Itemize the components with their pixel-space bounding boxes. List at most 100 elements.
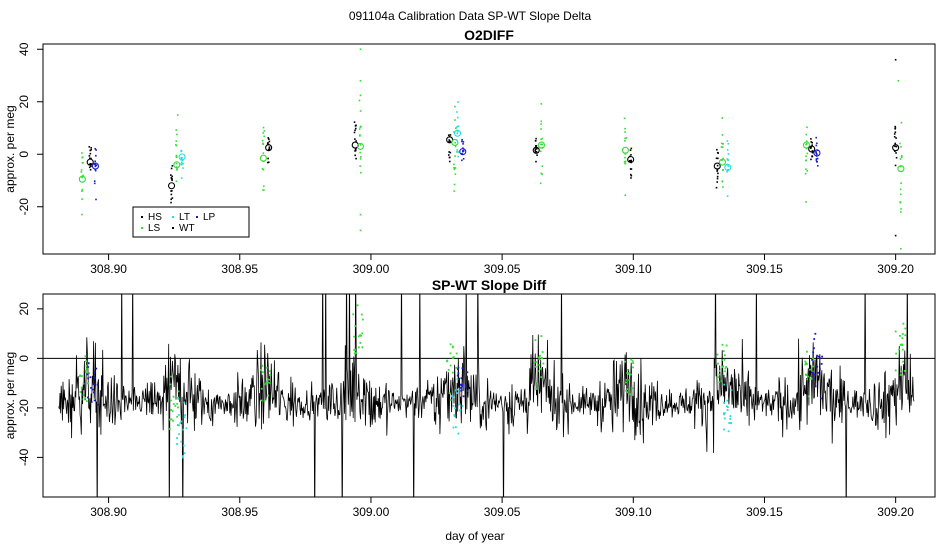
legend-entry: WT — [179, 223, 195, 234]
calibration-point — [265, 366, 268, 369]
calibration-point — [90, 401, 93, 403]
group-mean-marker — [78, 175, 86, 183]
data-point — [540, 123, 542, 125]
calibration-point — [81, 375, 83, 377]
data-point — [535, 145, 537, 148]
data-point — [624, 194, 627, 196]
data-point — [455, 139, 458, 142]
calibration-point — [820, 397, 822, 400]
data-point — [456, 111, 458, 113]
data-point — [629, 149, 632, 151]
y-tick-label: 20 — [17, 302, 31, 316]
calibration-point — [449, 352, 452, 355]
data-point — [90, 148, 93, 151]
calibration-point — [806, 363, 808, 366]
calibration-point — [456, 378, 459, 381]
data-point — [89, 149, 91, 152]
data-point — [721, 146, 724, 149]
calibration-point — [718, 373, 721, 376]
data-point — [262, 168, 265, 171]
data-point — [727, 158, 729, 161]
data-point — [89, 152, 92, 155]
data-point — [171, 179, 173, 182]
calibration-point — [180, 420, 183, 423]
calibration-point — [353, 352, 356, 355]
data-point — [816, 153, 818, 155]
figure-super-title: 091104a Calibration Data SP-WT Slope Del… — [349, 9, 592, 23]
calibration-point — [265, 381, 268, 384]
data-point — [268, 146, 271, 148]
calibration-point — [806, 378, 809, 381]
data-point — [721, 134, 724, 136]
data-point — [624, 160, 627, 163]
data-point — [715, 186, 718, 189]
calibration-point — [816, 365, 819, 368]
data-point — [893, 136, 896, 138]
data-point — [353, 131, 356, 134]
data-point — [815, 144, 818, 147]
data-point — [169, 174, 172, 176]
legend-entry: HS — [148, 212, 162, 223]
data-point — [805, 133, 808, 136]
data-point — [263, 135, 266, 138]
calibration-point — [456, 392, 458, 395]
data-point — [894, 127, 897, 129]
data-point — [355, 124, 357, 127]
calibration-point — [182, 444, 185, 447]
calibration-point — [356, 304, 359, 307]
y-axis-label: approx. per meg — [3, 105, 17, 192]
calibration-point — [806, 350, 808, 353]
calibration-point — [631, 360, 634, 362]
panel-title: O2DIFF — [464, 27, 514, 43]
data-point — [806, 152, 809, 155]
calibration-point — [626, 388, 629, 391]
group-mean-marker — [173, 161, 181, 169]
calibration-point — [457, 372, 460, 375]
data-point — [816, 164, 819, 167]
legend-marker — [141, 216, 143, 218]
data-point — [815, 158, 818, 160]
data-point — [461, 159, 463, 162]
x-tick-label: 309.00 — [353, 505, 390, 519]
group-mean-marker — [718, 158, 727, 166]
data-point — [805, 201, 807, 203]
calibration-point — [452, 346, 454, 349]
data-point — [540, 128, 542, 130]
data-point — [359, 110, 362, 112]
calibration-point — [82, 382, 85, 385]
calibration-point — [84, 396, 87, 399]
data-point — [81, 198, 83, 200]
x-axis-label: day of year — [445, 529, 504, 543]
x-tick-label: 309.00 — [353, 262, 390, 276]
calibration-point — [179, 422, 182, 425]
data-point — [811, 155, 814, 158]
calibration-point — [452, 371, 454, 374]
calibration-point — [895, 352, 898, 355]
data-point — [449, 134, 452, 136]
calibration-point — [540, 376, 543, 378]
calibration-point — [720, 379, 723, 382]
data-point — [263, 130, 266, 132]
data-point — [726, 195, 729, 197]
calibration-point — [721, 366, 724, 369]
data-point — [816, 157, 819, 160]
data-point — [630, 159, 633, 162]
data-point — [727, 153, 730, 155]
calibration-point — [352, 313, 355, 316]
data-point — [81, 213, 83, 216]
data-point — [461, 152, 463, 155]
legend-marker — [141, 227, 143, 229]
data-point — [629, 168, 632, 170]
calibration-point — [813, 377, 816, 380]
legend-entry: LS — [148, 223, 161, 234]
calibration-point — [904, 327, 907, 330]
calibration-point — [448, 392, 451, 394]
calibration-point — [172, 403, 175, 405]
calibration-point — [726, 409, 729, 411]
calibration-point — [170, 375, 172, 378]
data-point — [630, 154, 632, 156]
data-point — [895, 145, 898, 148]
data-point — [535, 151, 538, 153]
data-point — [171, 197, 174, 199]
